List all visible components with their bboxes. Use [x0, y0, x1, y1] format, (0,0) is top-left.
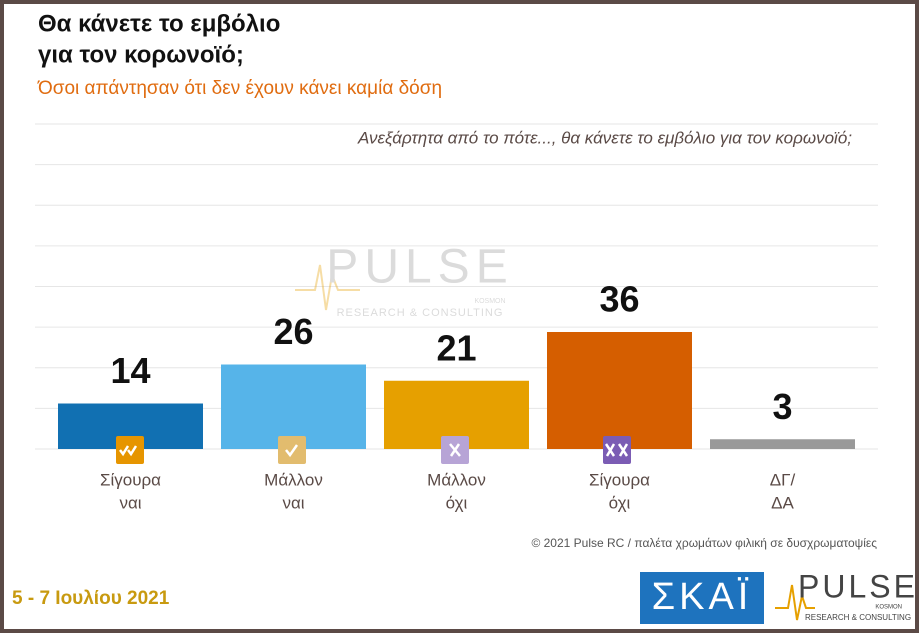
watermark-sub: KOSMON — [474, 298, 505, 305]
icon-glyph — [285, 444, 299, 458]
x-tick-label: ΔΑ — [771, 493, 794, 512]
x-tick-label: ναι — [119, 493, 141, 512]
icon — [603, 436, 631, 464]
bar — [547, 332, 692, 449]
data-label: 3 — [772, 386, 792, 427]
icon-glyph — [449, 443, 461, 457]
data-label: 36 — [599, 279, 639, 320]
pulse-tagline: RESEARCH & CONSULTING — [805, 613, 911, 622]
bars: 14 Σίγουρα ναι 26 Μάλλον ναι 21 Μάλλον όχι 36 Σίγο… — [58, 279, 855, 512]
watermark: PULSE RESEARCH & CONSULTING KOSMON — [295, 241, 513, 319]
watermark-wave — [295, 264, 360, 311]
x-tick-label: Μάλλον — [264, 470, 323, 489]
skai-logo-text: ΣΚΑΪ — [652, 576, 753, 618]
icon-glyph — [604, 443, 629, 457]
source: © 2021 Pulse RC / παλέτα χρωμάτων φιλική… — [531, 536, 877, 550]
icon-glyph — [119, 445, 138, 457]
x-tick-label: ναι — [282, 493, 304, 512]
data-label: 26 — [273, 311, 313, 352]
pulse-logo: PULSE — [798, 568, 918, 604]
x-tick-label: ΔΓ/ — [770, 470, 796, 489]
watermark-tagline: RESEARCH & CONSULTING — [337, 307, 504, 319]
bar — [221, 364, 366, 449]
x-tick-label: όχι — [446, 493, 468, 512]
pulse-sub: KOSMON — [875, 605, 902, 611]
title-line: για τον κορωνοϊό; — [38, 41, 244, 68]
watermark-text: PULSE — [326, 241, 513, 294]
icons — [116, 436, 631, 464]
date: 5 - 7 Ιουλίου 2021 — [12, 588, 170, 609]
pulse-wave — [775, 584, 815, 621]
icon — [116, 436, 144, 464]
x-tick-label: όχι — [609, 493, 631, 512]
skai-logo — [640, 572, 764, 624]
bar — [710, 439, 855, 449]
data-label: 14 — [110, 350, 150, 391]
title-line: Θα κάνετε το εμβόλιο — [38, 10, 280, 37]
subtitle: Όσοι απάντησαν ότι δεν έχουν κάνει καμία… — [37, 78, 442, 99]
question: Ανεξάρτητα από το πότε..., θα κάνετε το … — [357, 128, 852, 147]
x-tick-label: Σίγουρα — [589, 470, 650, 489]
x-tick-label: Σίγουρα — [100, 470, 161, 489]
data-label: 21 — [436, 327, 476, 368]
x-tick-label: Μάλλον — [427, 470, 486, 489]
